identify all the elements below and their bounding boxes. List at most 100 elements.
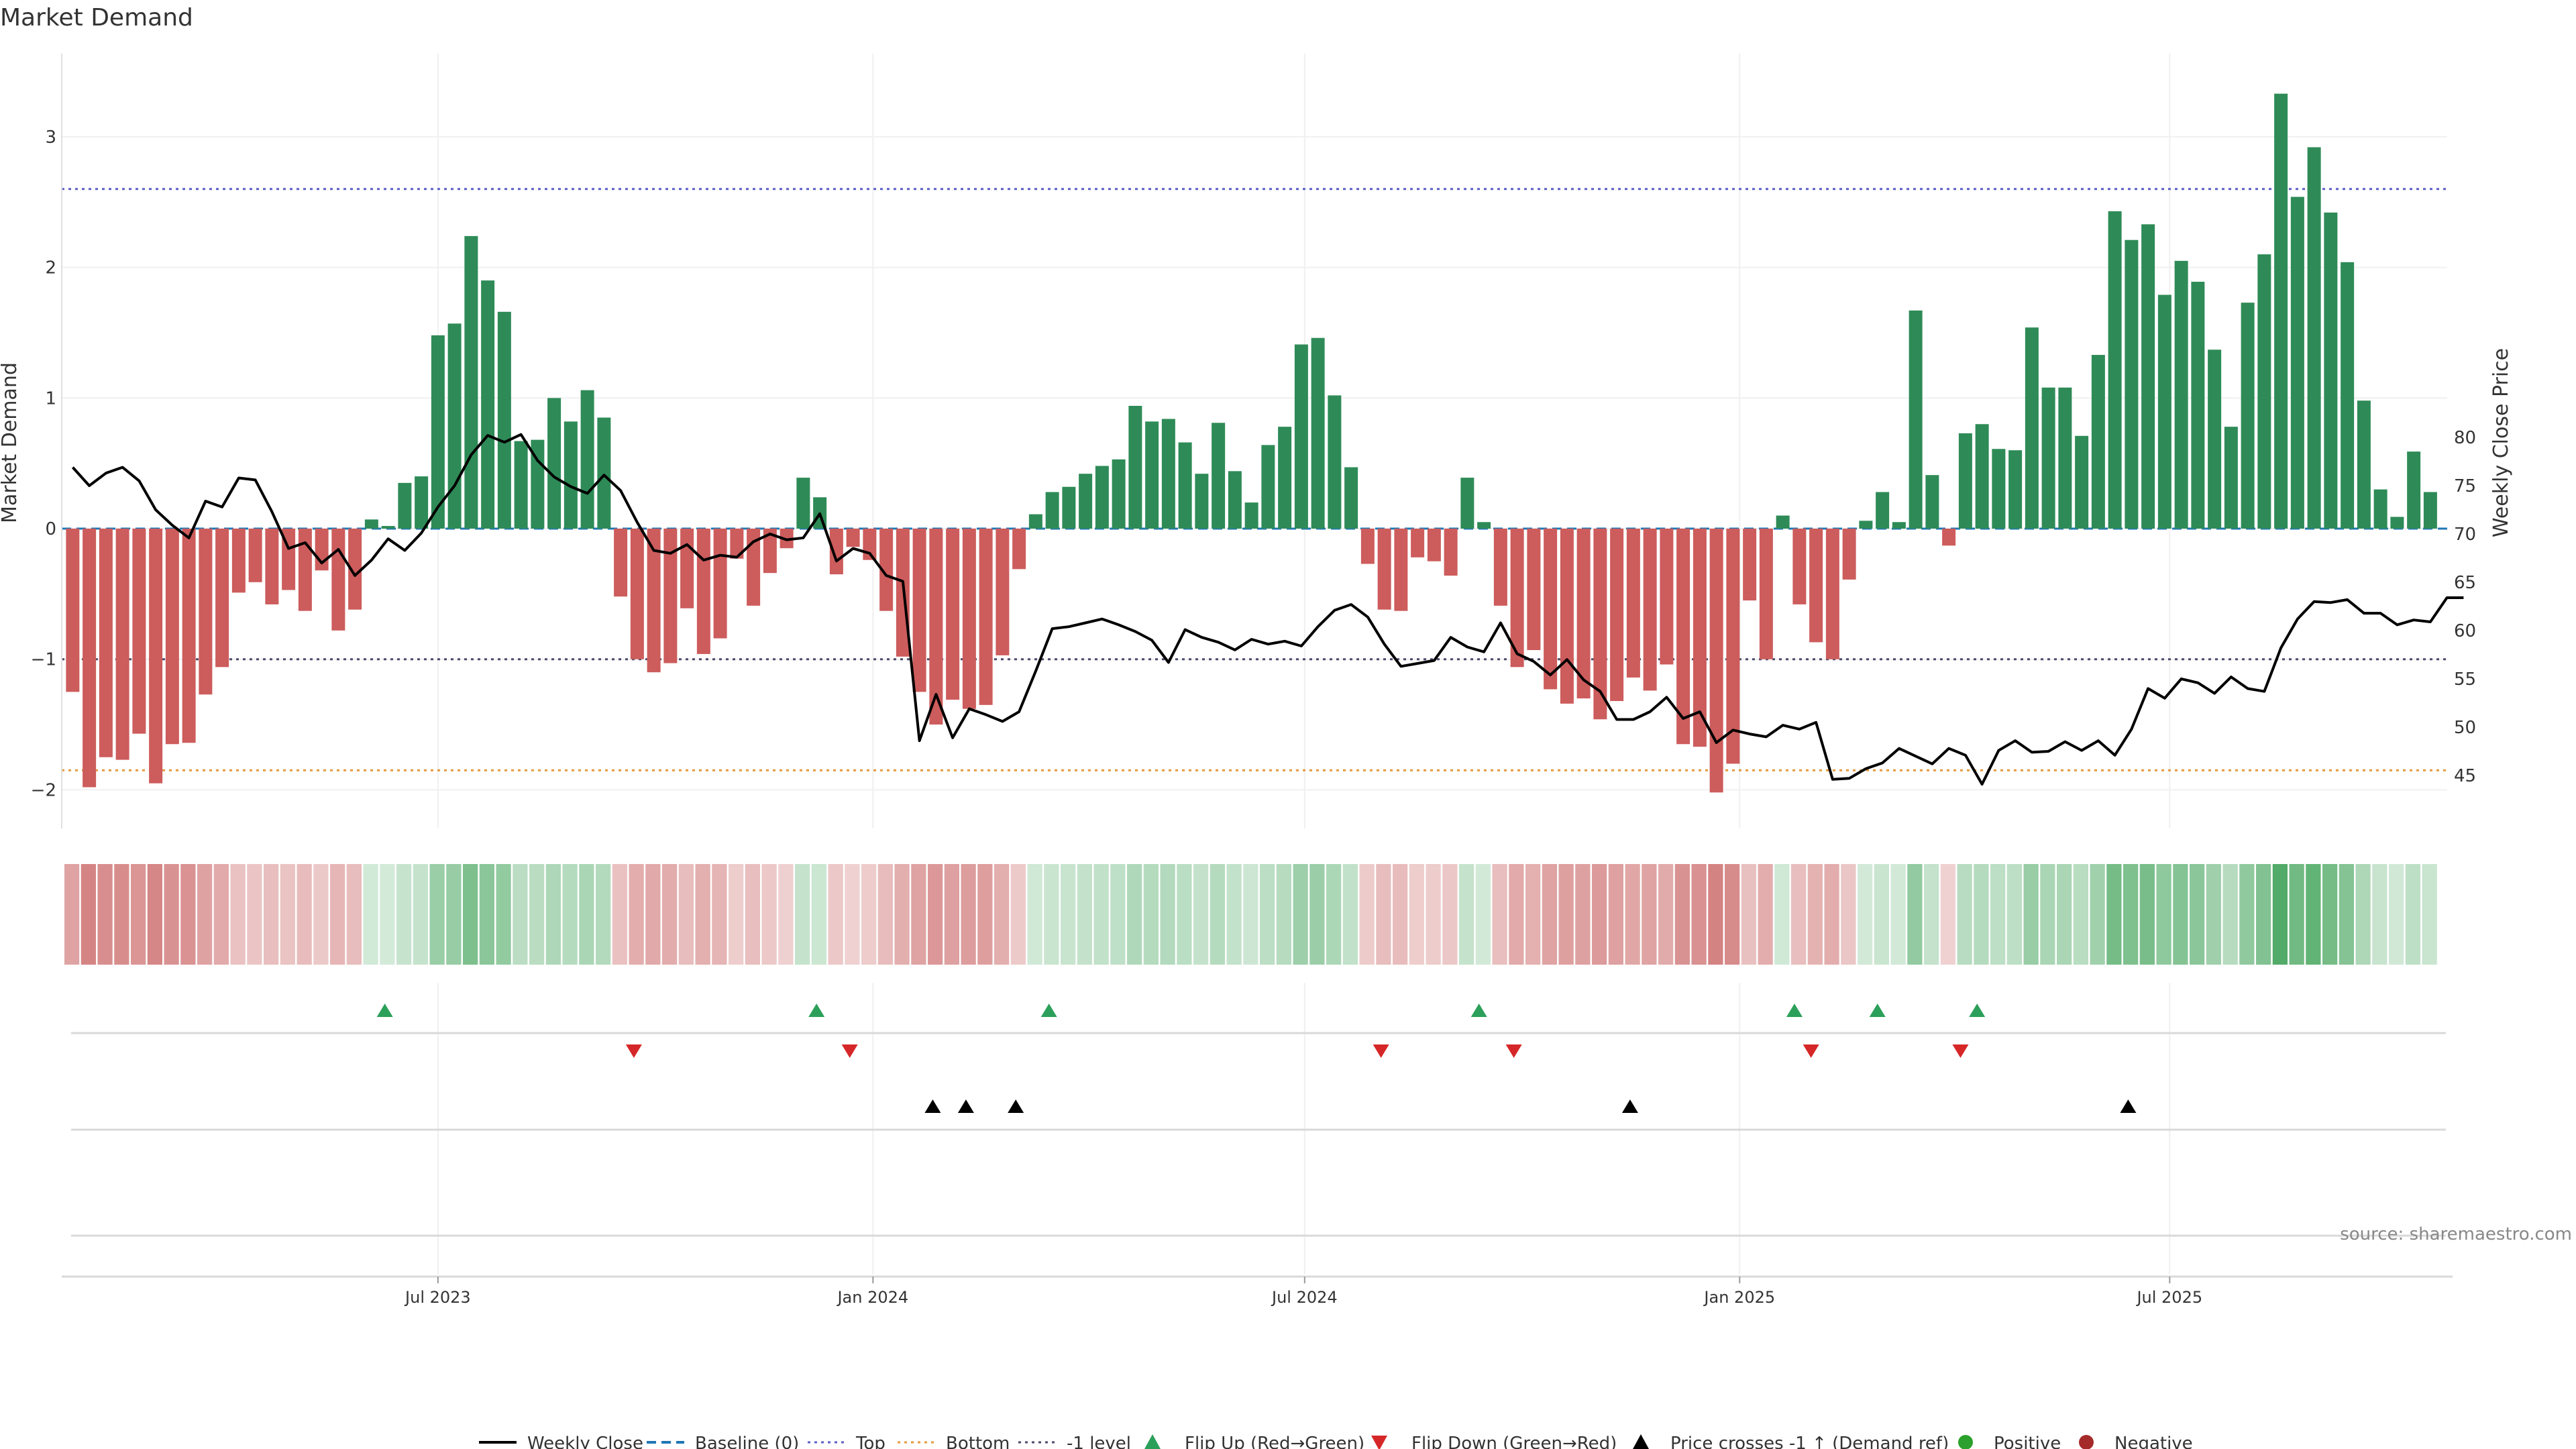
demand-bar-3 [115, 529, 129, 760]
heat-cell-40 [729, 864, 744, 965]
heat-cell-56 [994, 864, 1010, 965]
heat-cell-133 [2272, 864, 2288, 965]
heat-cell-132 [2256, 864, 2271, 965]
heat-cell-120 [2057, 864, 2072, 965]
heat-cell-109 [1874, 864, 1889, 965]
heat-cell-74 [1293, 864, 1308, 965]
demand-bar-78 [1360, 529, 1375, 564]
heat-cell-17 [346, 864, 362, 965]
demand-bar-112 [1925, 475, 1939, 529]
left-tick-label-0: −2 [31, 780, 56, 800]
heat-cell-21 [413, 864, 428, 965]
demand-bar-111 [1909, 310, 1923, 529]
x-axis-ticks: Jul 2023 Jan 2024 Jul 2024 Jan 2025 Jul 2025 [404, 1277, 2202, 1307]
reference-lines [62, 188, 2447, 771]
demand-bar-25 [481, 280, 495, 529]
demand-bar-10 [231, 529, 246, 593]
demand-bar-46 [829, 529, 843, 575]
heat-cell-66 [1160, 864, 1175, 965]
demand-bar-42 [763, 529, 777, 574]
demand-bar-5 [149, 529, 163, 784]
heat-cell-141 [2405, 864, 2420, 965]
heat-cell-50 [894, 864, 910, 965]
demand-bar-29 [547, 398, 561, 529]
demand-bar-30 [564, 421, 578, 529]
left-tick-label-4: 2 [45, 258, 56, 278]
heat-cell-51 [911, 864, 926, 965]
heat-cell-9 [213, 864, 229, 965]
demand-bar-138 [2357, 400, 2371, 529]
demand-bar-9 [215, 529, 229, 667]
heat-cell-14 [297, 864, 312, 965]
flip-up-marker-4 [1786, 1004, 1803, 1017]
legend-label-negative: Negative [2114, 1434, 2193, 1449]
heat-cell-124 [2123, 864, 2139, 965]
demand-bar-122 [2091, 355, 2105, 529]
heat-cell-92 [1592, 864, 1607, 965]
flip-up-marker-2 [1040, 1004, 1057, 1017]
heat-cell-135 [2306, 864, 2321, 965]
demand-bar-103 [1776, 515, 1790, 529]
demand-bar-74 [1294, 344, 1308, 529]
legend-label-top: Top [855, 1434, 885, 1449]
legend-symbol-flip-down [1371, 1436, 1387, 1449]
demand-bar-2 [99, 529, 113, 757]
flip-down-marker-5 [1952, 1044, 1969, 1058]
demand-bar-127 [2174, 260, 2188, 529]
demand-bar-90 [1560, 529, 1574, 704]
demand-bar-102 [1759, 529, 1773, 659]
demand-bar-23 [447, 323, 462, 529]
right-y-axis-label: Weekly Close Price [2489, 348, 2513, 537]
heat-cell-115 [1974, 864, 1989, 965]
heat-cell-139 [2372, 864, 2387, 965]
demand-bar-114 [1958, 433, 1972, 529]
demand-bar-116 [1992, 449, 2006, 529]
heat-cell-61 [1077, 864, 1092, 965]
legend-symbol-flip-up [1144, 1434, 1161, 1449]
flip-up-marker-3 [1470, 1004, 1487, 1017]
demand-bar-72 [1261, 445, 1275, 529]
heat-cell-106 [1824, 864, 1839, 965]
heat-cell-72 [1260, 864, 1275, 965]
heat-cell-35 [645, 864, 661, 965]
legend-label-flip-down: Flip Down (Green→Red) [1411, 1434, 1617, 1449]
heat-cell-96 [1658, 864, 1674, 965]
heat-cell-45 [811, 864, 826, 965]
heat-cell-70 [1226, 864, 1242, 965]
heat-cell-137 [2339, 864, 2354, 965]
demand-bar-4 [132, 529, 146, 734]
demand-bar-12 [265, 529, 279, 604]
legend-label-minus-one: -1 level [1067, 1434, 1131, 1449]
heat-cell-20 [396, 864, 412, 965]
right-tick-label-0: 45 [2454, 766, 2476, 786]
demand-bar-33 [614, 529, 628, 597]
demand-bar-117 [2008, 450, 2023, 529]
heat-cell-81 [1409, 864, 1424, 965]
legend-label-positive: Positive [1994, 1434, 2061, 1449]
flip-up-marker-0 [376, 1004, 393, 1017]
demand-bar-68 [1195, 474, 1209, 529]
heat-cell-103 [1774, 864, 1790, 965]
demand-bar-24 [464, 235, 478, 529]
heat-cell-108 [1858, 864, 1873, 965]
heat-cell-22 [429, 864, 445, 965]
heat-cell-75 [1309, 864, 1325, 965]
demand-bar-82 [1427, 529, 1441, 561]
price-cross-marker-0 [924, 1099, 941, 1113]
heat-cell-136 [2322, 864, 2338, 965]
left-tick-label-1: −1 [31, 650, 56, 670]
demand-bar-64 [1128, 405, 1142, 529]
heat-cell-83 [1442, 864, 1458, 965]
demand-bar-52 [929, 529, 943, 725]
price-cross-marker-2 [1008, 1099, 1024, 1113]
heat-cell-91 [1575, 864, 1591, 965]
demand-bar-139 [2373, 489, 2387, 529]
demand-bar-120 [2058, 387, 2072, 529]
demand-bar-135 [2307, 147, 2321, 529]
right-tick-label-7: 80 [2454, 428, 2476, 448]
heat-cell-19 [380, 864, 395, 965]
demand-bar-36 [663, 529, 678, 663]
heat-cell-64 [1127, 864, 1142, 965]
heat-cell-63 [1110, 864, 1126, 965]
demand-heat-strip [64, 864, 2437, 965]
